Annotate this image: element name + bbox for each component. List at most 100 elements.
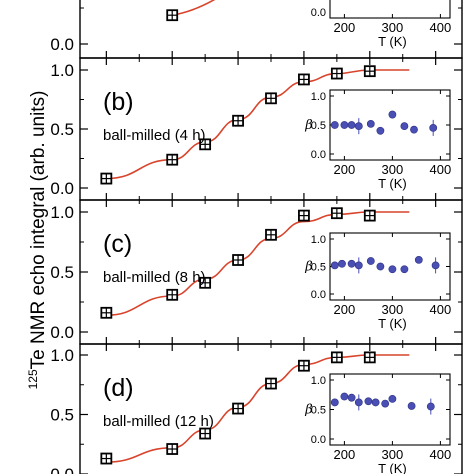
inset-point	[431, 261, 440, 270]
panel-label: (d)	[103, 374, 134, 402]
inset-x-tick-label: 300	[382, 447, 404, 462]
y-tick-label: 0.5	[50, 120, 74, 139]
data-point	[363, 351, 376, 364]
inset-x-tick-label: 400	[430, 162, 452, 177]
inset-point	[407, 402, 416, 410]
data-point	[265, 377, 277, 390]
inset-x-tick-label: 400	[430, 447, 452, 462]
inset-y-label: β	[304, 118, 313, 133]
inset-point	[426, 402, 435, 411]
inset-plot: 200 300 400 T (K) 0.0	[311, 0, 452, 49]
sample-label: ball-milled (4 h)	[103, 127, 206, 144]
inset-x-tick-label: 300	[382, 302, 404, 317]
data-point	[232, 402, 244, 415]
inset-point	[371, 398, 380, 407]
panel-d: 0.0 0.5 1.0 (d) ball-milled (12 h) 200 300 400 T…	[50, 343, 463, 474]
inset-point	[410, 125, 418, 134]
panel-label: (b)	[103, 88, 134, 116]
inset-x-tick-label: 200	[334, 20, 356, 35]
inset-point	[429, 124, 438, 132]
inset-point	[340, 392, 349, 401]
inset-y-tick-label: 0.0	[311, 7, 326, 19]
y-tick-label: 0.5	[50, 263, 74, 282]
inset-point	[354, 122, 363, 131]
data-point	[265, 92, 277, 105]
inset-y-tick-label: 0.0	[311, 289, 326, 301]
inset-x-tick-label: 200	[334, 162, 356, 177]
inset-y-tick-label: 0.0	[311, 434, 326, 446]
data-point	[232, 254, 244, 266]
data-point	[330, 67, 343, 80]
inset-x-label: T (K)	[378, 176, 407, 191]
fit-curve	[172, 0, 216, 16]
inset-y-tick-label: 0.5	[311, 262, 326, 274]
data-point	[265, 228, 277, 241]
inset-point	[400, 122, 409, 131]
data-point	[232, 114, 244, 127]
data-point	[100, 172, 113, 185]
inset-point	[330, 398, 339, 407]
inset-point	[338, 259, 346, 268]
inset-x-tick-label: 200	[334, 447, 356, 462]
y-axis-label-superscript: 125	[26, 369, 40, 389]
y-tick-label: 1.0	[50, 203, 74, 222]
data-point	[199, 427, 212, 440]
inset-y-tick-label: 1.0	[311, 375, 326, 387]
inset-point	[381, 399, 390, 408]
inset-point	[414, 255, 423, 264]
inset-point	[388, 394, 397, 403]
inset-plot: 200 300 400 T (K) 0.0 0.5 1.0 β	[304, 89, 452, 191]
data-point	[199, 276, 212, 289]
data-point	[199, 138, 212, 151]
inset-plot: 200 300 400 T (K) 0.0 0.5 1.0 β	[304, 373, 452, 474]
data-point	[100, 306, 113, 319]
inset-point	[388, 110, 397, 119]
data-point	[330, 351, 343, 364]
inset-x-label: T (K)	[378, 34, 407, 49]
inset-x-tick-label: 300	[382, 162, 404, 177]
y-axis-label: 125Te NMR echo integral (arb. units)	[26, 91, 49, 390]
inset-x-label: T (K)	[378, 316, 407, 331]
inset-x-tick-label: 400	[430, 20, 452, 35]
inset-point	[330, 121, 339, 129]
data-point	[166, 288, 179, 301]
data-point	[166, 9, 179, 22]
inset-point	[330, 261, 339, 270]
inset-y-tick-label: 0.5	[311, 405, 326, 417]
inset-point	[340, 121, 349, 129]
data-point	[363, 65, 376, 78]
data-point	[100, 452, 113, 465]
y-axis-label-text: Te NMR echo integral (arb. units)	[28, 91, 49, 370]
inset-x-label: T (K)	[378, 461, 407, 474]
inset-point	[366, 119, 375, 128]
inset-x-tick-label: 300	[382, 20, 404, 35]
inset-point	[354, 261, 363, 270]
panel-a: 0.0 200 300 400 T (K) 0.0	[50, 0, 463, 59]
inset-y-tick-label: 0.5	[311, 120, 326, 132]
data-point	[363, 209, 376, 222]
inset-point	[376, 126, 385, 135]
inset-y-tick-label: 0.0	[311, 149, 326, 161]
panel-label: (c)	[103, 230, 132, 258]
inset-plot: 200 300 400 T (K) 0.0 0.5 1.0 β	[304, 232, 451, 331]
inset-point	[376, 262, 385, 271]
data-point	[298, 73, 310, 86]
inset-point	[347, 393, 356, 402]
inset-point	[364, 397, 373, 406]
data-point	[298, 359, 310, 372]
y-tick-label: 0.0	[50, 465, 74, 474]
y-tick-label: 0.0	[50, 35, 74, 54]
y-tick-label: 1.0	[50, 346, 74, 365]
inset-point	[347, 259, 356, 268]
inset-y-label: β	[304, 260, 313, 275]
data-point	[166, 443, 179, 455]
inset-x-tick-label: 200	[334, 302, 356, 317]
inset-y-tick-label: 1.0	[311, 91, 326, 103]
inset-point	[347, 121, 356, 129]
inset-point	[366, 257, 375, 265]
inset-y-tick-label: 1.0	[311, 234, 326, 246]
data-point	[166, 153, 179, 166]
data-point	[298, 209, 310, 222]
inset-point	[354, 398, 363, 407]
